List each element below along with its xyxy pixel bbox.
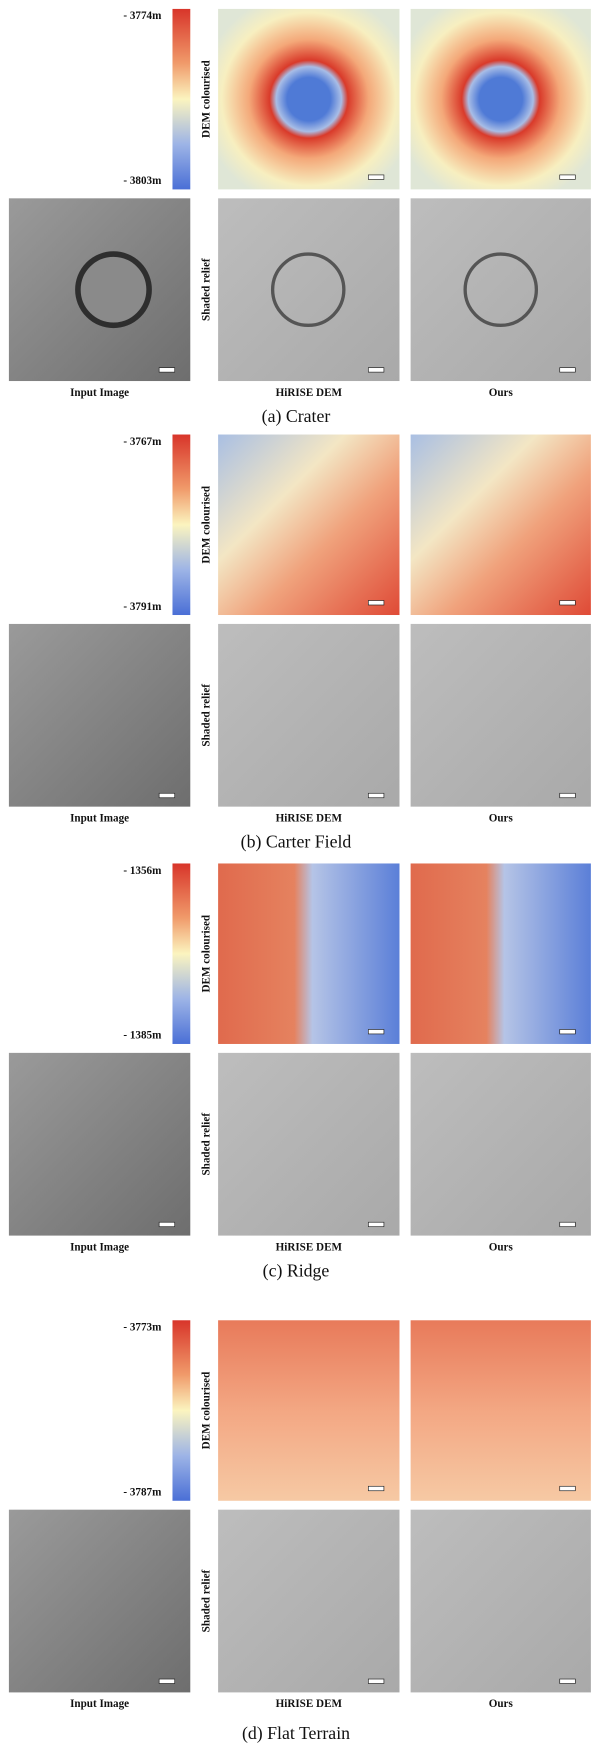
shaded-relief-image: [218, 1510, 399, 1693]
scale-top-label: - 3774m: [123, 10, 162, 22]
shaded-relief-image: [218, 198, 399, 381]
caption: (b) Carter Field: [241, 832, 352, 853]
shaded-relief-image: [411, 1053, 591, 1236]
column-label: Input Image: [70, 1241, 129, 1253]
dem-image: [218, 1320, 399, 1500]
crater-rim: [78, 254, 149, 325]
column-label: Ours: [489, 1241, 514, 1253]
caption: (c) Ridge: [263, 1260, 330, 1281]
colorbar: [172, 863, 190, 1043]
column-label: Ours: [489, 812, 514, 824]
row-label: Shaded relief: [201, 1569, 213, 1632]
scale-top-label: - 3773m: [123, 1322, 162, 1334]
scale-bottom-label: - 3803m: [123, 175, 162, 187]
column-label: Input Image: [70, 387, 129, 399]
scale-bar: [560, 793, 576, 797]
scale-top-label: - 3767m: [123, 436, 162, 448]
shaded-relief-image: [411, 1510, 591, 1693]
scale-bar: [368, 1222, 384, 1226]
scale-bar: [368, 1679, 384, 1683]
scale-bar: [368, 793, 384, 797]
scale-bar: [368, 175, 384, 179]
column-label: HiRISE DEM: [276, 812, 343, 824]
input-image: [9, 1510, 190, 1693]
scale-bar: [560, 368, 576, 372]
scale-bar: [159, 1679, 175, 1683]
scale-bar: [560, 1486, 576, 1490]
dem-image: [411, 1320, 591, 1500]
scale-bar: [368, 1029, 384, 1033]
row-label: DEM colourised: [201, 60, 213, 138]
input-image: [9, 624, 190, 807]
row-label: Shaded relief: [201, 684, 213, 747]
scale-bar: [159, 1222, 175, 1226]
colorbar: [172, 1320, 190, 1500]
dem-image: [218, 435, 399, 615]
caption: (a) Crater: [262, 406, 331, 427]
scale-bar: [368, 368, 384, 372]
scale-bar: [368, 601, 384, 605]
scale-bar: [560, 1679, 576, 1683]
scale-bottom-label: - 3787m: [123, 1487, 162, 1499]
shaded-relief-image: [411, 198, 591, 381]
column-label: Input Image: [70, 812, 129, 824]
scale-top-label: - 1356m: [123, 865, 162, 877]
input-image: [9, 1053, 190, 1236]
scale-bottom-label: - 1385m: [123, 1030, 162, 1042]
dem-image: [411, 9, 591, 189]
row-label: DEM colourised: [201, 485, 213, 563]
scale-bar: [560, 1222, 576, 1226]
scale-bar: [560, 175, 576, 179]
row-label: DEM colourised: [201, 914, 213, 992]
scale-bottom-label: - 3791m: [123, 601, 162, 613]
scale-bar: [560, 1029, 576, 1033]
scale-bar: [159, 368, 175, 372]
dem-image: [411, 435, 591, 615]
column-label: HiRISE DEM: [276, 387, 343, 399]
column-label: Ours: [489, 387, 514, 399]
dem-image: [218, 9, 399, 189]
column-label: HiRISE DEM: [276, 1698, 343, 1710]
page: {"figure": {"panels": [ {"scale_top": "-…: [0, 0, 592, 1747]
panel: - 3773m - 3787m Input Image HiRISE DEM Ours D…: [9, 1320, 591, 1744]
dem-image: [218, 863, 399, 1043]
row-label: Shaded relief: [201, 258, 213, 321]
column-label: Ours: [489, 1698, 514, 1710]
figure: - 3774m - 3803m Input Image HiRISE DEM Ours D…: [0, 0, 592, 1747]
column-label: Input Image: [70, 1698, 129, 1710]
panel: - 1356m - 1385m Input Image HiRISE DEM Ours D…: [9, 863, 591, 1281]
shaded-relief-image: [411, 624, 591, 807]
row-label: DEM colourised: [201, 1371, 213, 1449]
caption: (d) Flat Terrain: [242, 1723, 350, 1744]
dem-image: [411, 863, 591, 1043]
scale-bar: [159, 793, 175, 797]
shaded-relief-image: [218, 1053, 399, 1236]
colorbar: [172, 435, 190, 615]
column-label: HiRISE DEM: [276, 1241, 343, 1253]
shaded-relief-image: [218, 624, 399, 807]
colorbar: [172, 9, 190, 189]
panel: - 3774m - 3803m Input Image HiRISE DEM Ours D…: [9, 9, 591, 427]
scale-bar: [368, 1486, 384, 1490]
row-label: Shaded relief: [201, 1113, 213, 1176]
scale-bar: [560, 601, 576, 605]
panel: - 3767m - 3791m Input Image HiRISE DEM Ours D…: [9, 435, 591, 853]
